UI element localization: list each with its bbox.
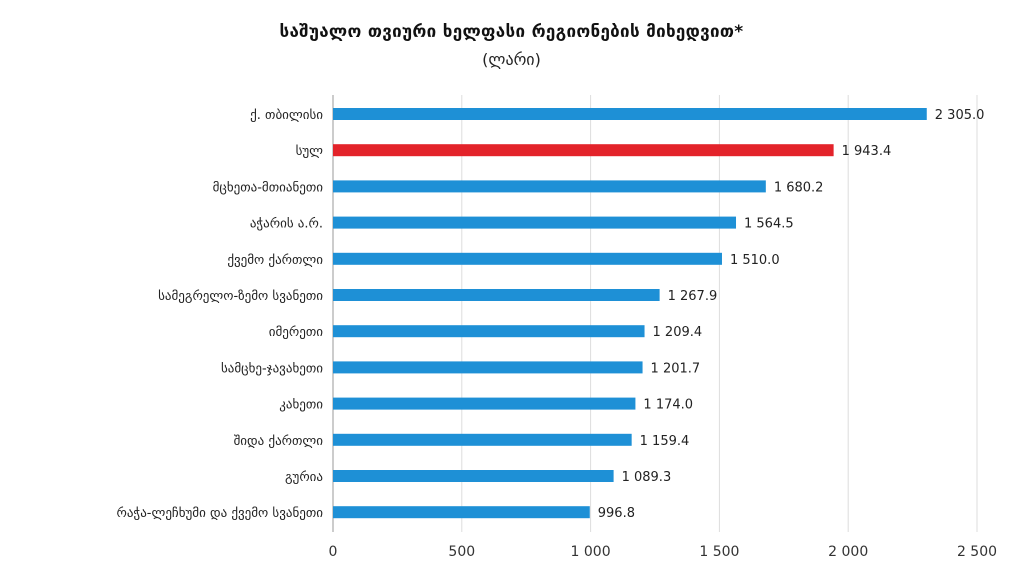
x-tick-label: 1 000 [571,544,611,560]
value-label: 1 089.3 [622,470,672,485]
value-label: 1 267.9 [668,289,718,304]
bar [333,506,590,519]
category-label: სამეგრელო-ზემო სვანეთი [158,289,323,304]
bar [333,252,722,265]
bar [333,216,737,229]
bar [333,470,614,482]
category-label: მცხეთა-მთიანეთი [213,180,324,195]
bar [333,433,632,446]
category-label: ქ. თბილისი [250,108,323,123]
category-label: აჭარის ა.რ. [250,217,323,232]
bar [333,180,766,193]
category-label: რაჭა-ლეჩხუმი და ქვემო სვანეთი [116,506,323,521]
x-tick-label: 500 [448,544,475,560]
x-tick-label: 2 500 [957,544,997,560]
category-label: სამცხე-ჯავახეთი [221,361,323,376]
category-label: შიდა ქართლი [234,434,324,449]
value-label: 1 943.4 [842,144,892,159]
bar [333,108,927,120]
value-label: 996.8 [598,506,635,521]
bar [333,289,660,301]
x-tick-label: 2 000 [828,544,868,560]
value-label: 2 305.0 [935,108,985,123]
value-label: 1 680.2 [774,180,824,195]
chart-subtitle: (ლარი) [482,50,541,69]
bar [333,361,643,374]
bar [333,325,645,338]
category-label: გურია [285,470,323,485]
category-label: ქვემო ქართლი [227,253,323,268]
value-label: 1 201.7 [651,361,701,376]
value-label: 1 564.5 [744,217,794,232]
value-label: 1 510.0 [730,253,780,268]
value-label: 1 159.4 [640,434,690,449]
category-label: სულ [296,144,324,159]
x-tick-label: 0 [329,544,338,560]
x-tick-label: 1 500 [699,544,739,560]
bar [333,397,636,410]
category-label: კახეთი [279,398,323,413]
chart-title: საშუალო თვიური ხელფასი რეგიონების მიხედვ… [279,22,744,42]
value-label: 1 174.0 [643,398,693,413]
category-label: იმერეთი [269,325,323,340]
value-label: 1 209.4 [653,325,703,340]
bar [333,144,834,157]
